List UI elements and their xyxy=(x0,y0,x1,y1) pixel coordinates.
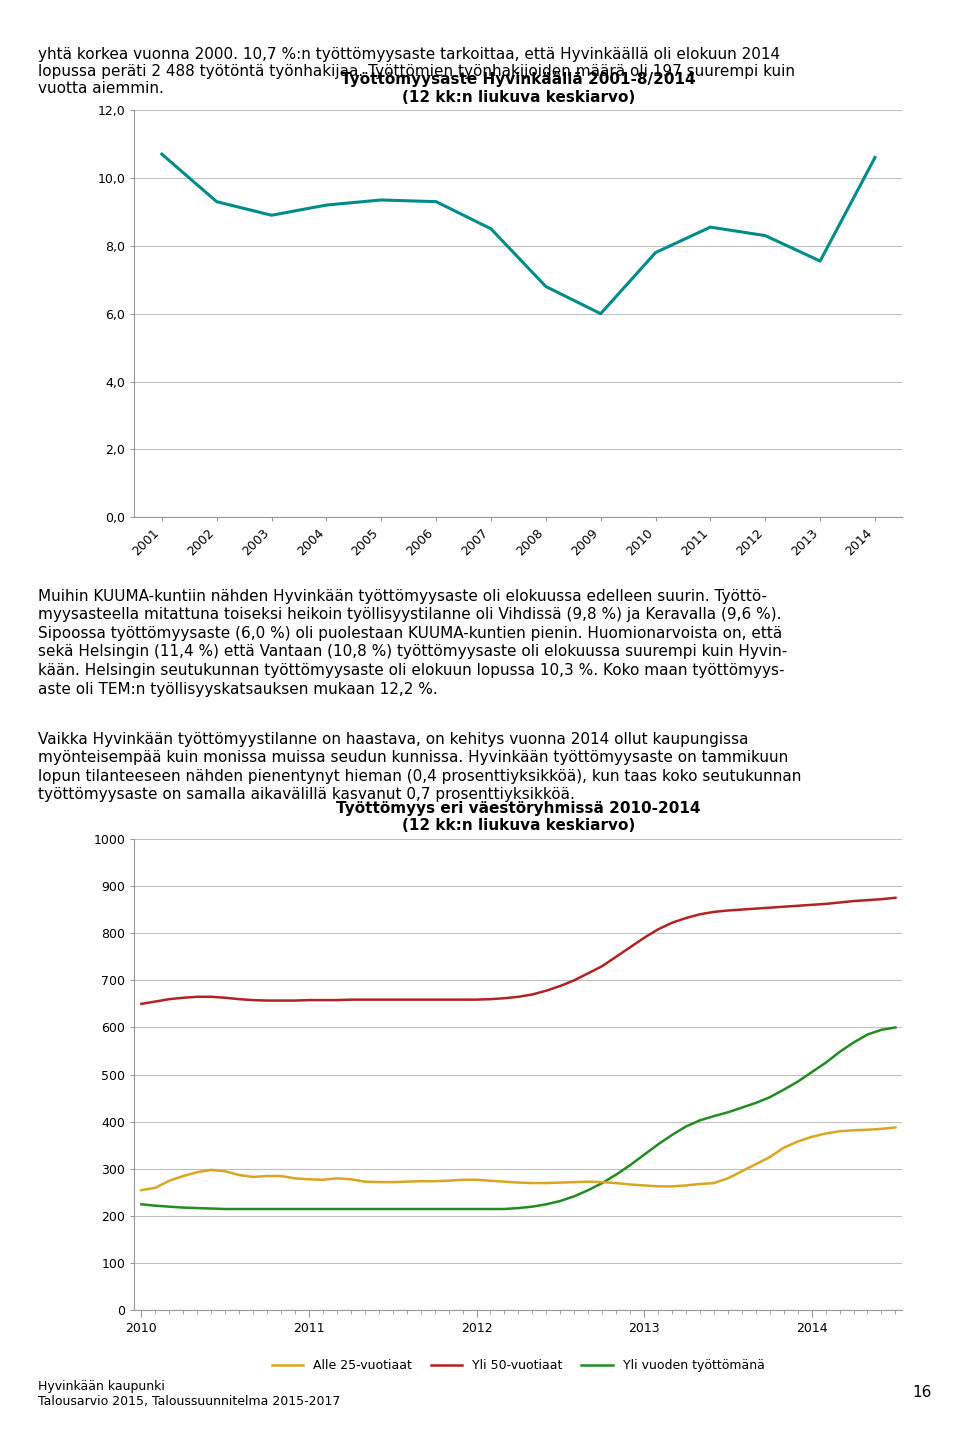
Yli 50-vuotiaat xyxy=(220,989,231,1006)
Alle 25-vuotiaat xyxy=(805,1129,817,1146)
Text: aste oli TEM:n työllisyyskatsauksen mukaan 12,2 %.: aste oli TEM:n työllisyyskatsauksen muka… xyxy=(38,682,438,696)
Line: Yli vuoden työttömänä: Yli vuoden työttömänä xyxy=(141,1027,896,1209)
Yli 50-vuotiaat xyxy=(415,992,426,1009)
Alle 25-vuotiaat xyxy=(276,1167,287,1185)
Yli vuoden työttömänä xyxy=(429,1200,441,1218)
Text: Talousarvio 2015, Taloussuunnitelma 2015-2017: Talousarvio 2015, Taloussuunnitelma 2015… xyxy=(38,1395,341,1408)
Yli vuoden työttömänä xyxy=(820,1055,831,1072)
Yli vuoden työttömänä xyxy=(220,1200,231,1218)
Legend: Alle 25-vuotiaat, Yli 50-vuotiaat, Yli vuoden työttömänä: Alle 25-vuotiaat, Yli 50-vuotiaat, Yli v… xyxy=(267,1355,770,1378)
Yli vuoden työttömänä xyxy=(331,1200,343,1218)
Text: Sipoossa työttömyysaste (6,0 %) oli puolestaan KUUMA-kuntien pienin. Huomionarvo: Sipoossa työttömyysaste (6,0 %) oli puol… xyxy=(38,626,782,640)
Text: lopussa peräti 2 488 työtöntä työnhakijaa. Työttömien työnhakijoiden määrä oli 1: lopussa peräti 2 488 työtöntä työnhakija… xyxy=(38,64,796,79)
Yli 50-vuotiaat xyxy=(276,992,287,1009)
Text: työttömyysaste on samalla aikavälillä kasvanut 0,7 prosenttiyksikköä.: työttömyysaste on samalla aikavälillä ka… xyxy=(38,787,575,802)
Yli vuoden työttömänä xyxy=(233,1200,245,1218)
Alle 25-vuotiaat xyxy=(876,1120,887,1137)
Yli vuoden työttömänä xyxy=(135,1196,147,1213)
Title: Työttömyysaste Hyvinkäällä 2001-8/2014
(12 kk:n liukuva keskiarvo): Työttömyysaste Hyvinkäällä 2001-8/2014 (… xyxy=(341,73,696,104)
Yli 50-vuotiaat xyxy=(876,890,887,907)
Alle 25-vuotiaat xyxy=(220,1163,231,1180)
Text: yhtä korkea vuonna 2000. 10,7 %:n työttömyysaste tarkoittaa, että Hyvinkäällä ol: yhtä korkea vuonna 2000. 10,7 %:n työttö… xyxy=(38,47,780,61)
Text: myönteisempää kuin monissa muissa seudun kunnissa. Hyvinkään työttömyysaste on t: myönteisempää kuin monissa muissa seudun… xyxy=(38,750,789,765)
Yli 50-vuotiaat xyxy=(135,995,147,1012)
Alle 25-vuotiaat xyxy=(415,1173,426,1190)
Line: Yli 50-vuotiaat: Yli 50-vuotiaat xyxy=(141,897,896,1003)
Alle 25-vuotiaat xyxy=(317,1172,328,1189)
Text: 16: 16 xyxy=(912,1386,931,1400)
Yli 50-vuotiaat xyxy=(805,896,817,913)
Text: sekä Helsingin (11,4 %) että Vantaan (10,8 %) työttömyysaste oli elokuussa suure: sekä Helsingin (11,4 %) että Vantaan (10… xyxy=(38,644,787,659)
Yli 50-vuotiaat xyxy=(317,992,328,1009)
Yli vuoden työttömänä xyxy=(876,1022,887,1039)
Text: vuotta aiemmin.: vuotta aiemmin. xyxy=(38,81,164,96)
Text: myysasteella mitattuna toiseksi heikoin työllisyystilanne oli Vihdissä (9,8 %) j: myysasteella mitattuna toiseksi heikoin … xyxy=(38,607,781,622)
Alle 25-vuotiaat xyxy=(890,1119,901,1136)
Text: Muihin KUUMA-kuntiin nähden Hyvinkään työttömyysaste oli elokuussa edelleen suur: Muihin KUUMA-kuntiin nähden Hyvinkään ty… xyxy=(38,589,767,603)
Text: lopun tilanteeseen nähden pienentynyt hieman (0,4 prosenttiyksikköä), kun taas k: lopun tilanteeseen nähden pienentynyt hi… xyxy=(38,769,802,783)
Line: Alle 25-vuotiaat: Alle 25-vuotiaat xyxy=(141,1127,896,1190)
Text: kään. Helsingin seutukunnan työttömyysaste oli elokuun lopussa 10,3 %. Koko maan: kään. Helsingin seutukunnan työttömyysas… xyxy=(38,663,785,677)
Yli vuoden työttömänä xyxy=(890,1019,901,1036)
Yli vuoden työttömänä xyxy=(289,1200,300,1218)
Text: Hyvinkään kaupunki: Hyvinkään kaupunki xyxy=(38,1380,165,1393)
Yli 50-vuotiaat xyxy=(890,889,901,906)
Text: Vaikka Hyvinkään työttömyystilanne on haastava, on kehitys vuonna 2014 ollut kau: Vaikka Hyvinkään työttömyystilanne on ha… xyxy=(38,732,749,746)
Alle 25-vuotiaat xyxy=(135,1182,147,1199)
Title: Työttömyys eri väestöryhmissä 2010-2014
(12 kk:n liukuva keskiarvo): Työttömyys eri väestöryhmissä 2010-2014 … xyxy=(336,802,701,833)
